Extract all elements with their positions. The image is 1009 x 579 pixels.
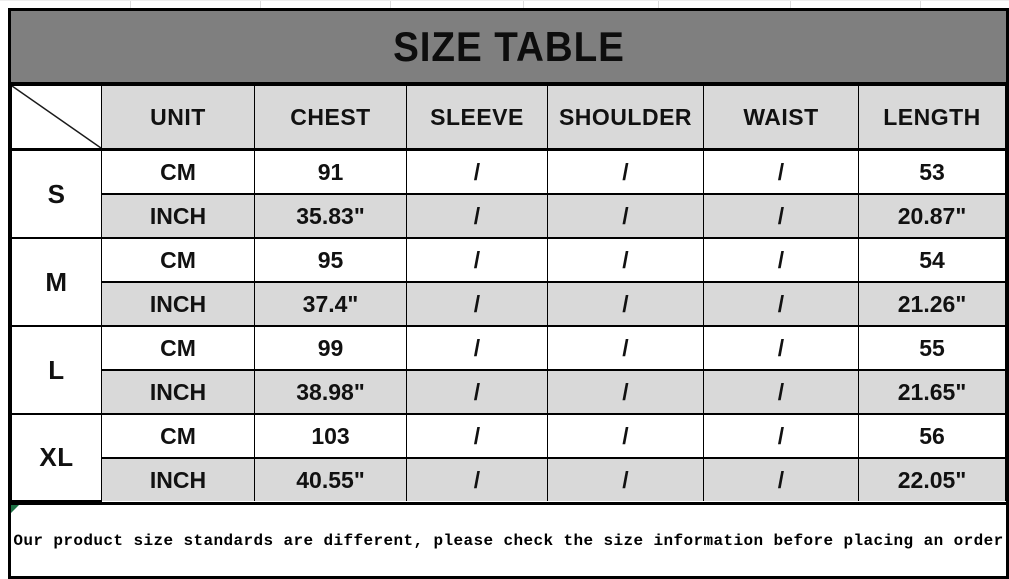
table-cell: / <box>703 413 859 459</box>
table-cell: / <box>547 369 704 415</box>
table-row: M CM 95 / / / 54 <box>11 237 1006 327</box>
spreadsheet-gridline-strip <box>0 0 1009 9</box>
table-row: INCH 37.4" / / / 21.26" <box>12 281 1006 327</box>
table-cell: / <box>547 457 704 501</box>
size-label-xl: XL <box>11 413 102 502</box>
table-cell: / <box>703 193 859 239</box>
table-cell: / <box>703 281 859 327</box>
table-row: INCH 40.55" / / / 22.05" <box>12 457 1006 501</box>
gridline <box>130 1 131 9</box>
table-row: XL CM 103 / / / 56 <box>11 413 1006 502</box>
gridline <box>920 1 921 9</box>
table-cell: 54 <box>858 237 1006 283</box>
cell-flag-triangle-icon <box>11 505 19 513</box>
table-cell: / <box>406 369 548 415</box>
table-cell: / <box>406 281 548 327</box>
table-cell: INCH <box>101 369 255 415</box>
table-cell: 21.65" <box>858 369 1006 415</box>
table-cell: 99 <box>254 325 407 371</box>
table-cell: 40.55" <box>254 457 407 501</box>
gridline <box>790 1 791 9</box>
table-cell: / <box>703 237 859 283</box>
diagonal-line-icon <box>12 86 101 148</box>
table-cell: / <box>406 237 548 283</box>
column-header-unit: UNIT <box>101 85 255 151</box>
table-cell: 22.05" <box>858 457 1006 501</box>
table-cell: 21.26" <box>858 281 1006 327</box>
table-cell: / <box>406 148 548 195</box>
table-cell: / <box>547 281 704 327</box>
gridline <box>260 1 261 9</box>
table-cell: / <box>547 237 704 283</box>
note-text: Our product size standards are different… <box>13 531 1004 550</box>
note-box: Our product size standards are different… <box>11 502 1006 576</box>
table-cell: / <box>547 148 704 195</box>
size-label-m: M <box>11 237 102 327</box>
table-cell: 95 <box>254 237 407 283</box>
table-cell: 55 <box>858 325 1006 371</box>
table-cell: CM <box>101 237 255 283</box>
column-header-waist: WAIST <box>703 85 859 151</box>
gridline <box>390 1 391 9</box>
table-cell: 103 <box>254 413 407 459</box>
table-cell: / <box>703 325 859 371</box>
table-row: L CM 99 / / / 55 <box>11 325 1006 415</box>
table-cell: / <box>547 193 704 239</box>
table-cell: 20.87" <box>858 193 1006 239</box>
table-cell: INCH <box>101 457 255 501</box>
page-title: SIZE TABLE <box>392 22 625 70</box>
table-cell: / <box>547 413 704 459</box>
table-cell: 35.83" <box>254 193 407 239</box>
table-cell: CM <box>101 325 255 371</box>
size-label-l: L <box>11 325 102 415</box>
table-cell: 56 <box>858 413 1006 459</box>
size-table: UNIT CHEST SLEEVE SHOULDER WAIST LENGTH … <box>11 85 1006 502</box>
table-cell: / <box>547 325 704 371</box>
corner-cell <box>11 85 102 151</box>
size-table-frame: SIZE TABLE UNIT <box>8 8 1009 579</box>
table-cell: 53 <box>858 148 1006 195</box>
table-cell: INCH <box>101 193 255 239</box>
title-band: SIZE TABLE <box>11 11 1006 85</box>
table-cell: / <box>406 325 548 371</box>
table-cell: / <box>406 413 548 459</box>
table-row: INCH 38.98" / / / 21.65" <box>12 369 1006 415</box>
column-header-chest: CHEST <box>254 85 407 151</box>
table-cell: 37.4" <box>254 281 407 327</box>
table-row: S CM 91 / / / 53 <box>11 148 1006 239</box>
column-header-sleeve: SLEEVE <box>406 85 548 151</box>
header-row: UNIT CHEST SLEEVE SHOULDER WAIST LENGTH <box>11 85 1006 151</box>
gridline <box>523 1 524 9</box>
table-cell: / <box>703 148 859 195</box>
gridline <box>658 1 659 9</box>
table-cell: 91 <box>254 148 407 195</box>
table-cell: CM <box>101 413 255 459</box>
column-header-length: LENGTH <box>858 85 1006 151</box>
table-cell: / <box>406 193 548 239</box>
table-cell: / <box>703 457 859 501</box>
table-cell: / <box>703 369 859 415</box>
table-row: INCH 35.83" / / / 20.87" <box>12 193 1006 239</box>
table-cell: 38.98" <box>254 369 407 415</box>
column-header-shoulder: SHOULDER <box>547 85 704 151</box>
table-cell: CM <box>101 148 255 195</box>
table-cell: / <box>406 457 548 501</box>
table-cell: INCH <box>101 281 255 327</box>
size-label-s: S <box>11 148 102 239</box>
